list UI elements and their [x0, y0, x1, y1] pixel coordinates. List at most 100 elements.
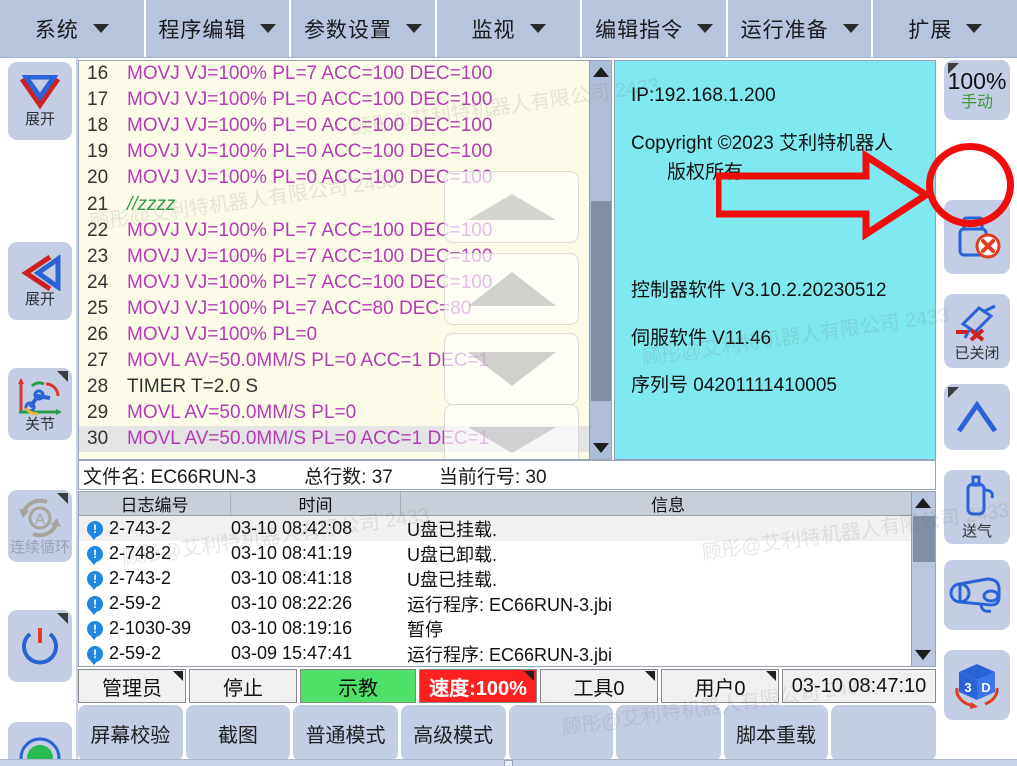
- teach-pendant-button[interactable]: [944, 560, 1010, 630]
- teach-pendant-icon: [949, 577, 1001, 613]
- status-label: 03-10 08:47:10: [791, 674, 927, 697]
- code-line[interactable]: 16 MOVJ VJ=100% PL=7 ACC=100 DEC=100: [79, 61, 589, 87]
- line-number: 19: [87, 141, 109, 163]
- sidebar-item-expand-down[interactable]: 展开: [8, 62, 72, 140]
- scroll-up-button[interactable]: [590, 61, 611, 83]
- menu-item-parameter-settings[interactable]: 参数设置: [291, 0, 437, 57]
- status-tool[interactable]: 工具0: [540, 669, 658, 703]
- status-run-state[interactable]: 停止: [189, 669, 297, 703]
- line-up-button[interactable]: [444, 253, 579, 325]
- editor-scrollbar[interactable]: [589, 61, 611, 459]
- chevron-down-icon: [842, 24, 859, 33]
- current-line-label: 当前行号: 30: [438, 466, 547, 488]
- status-user-frame[interactable]: 用户0: [661, 669, 779, 703]
- status-label: 停止: [223, 677, 263, 700]
- code-line[interactable]: 22 MOVJ VJ=100% PL=7 ACC=100 DEC=100: [79, 218, 589, 244]
- log-scroll-up-button[interactable]: [912, 492, 934, 514]
- code-line[interactable]: 21 //zzzz: [79, 191, 589, 217]
- log-message-text: U盘已卸载.: [407, 544, 497, 565]
- code-line[interactable]: 28 TIMER T=2.0 S: [79, 374, 589, 400]
- log-time-text: 03-10 08:41:18: [231, 568, 353, 588]
- log-time-text: 03-10 08:42:08: [231, 518, 353, 538]
- log-scrollbar-thumb[interactable]: [913, 516, 935, 562]
- menu-item-program-edit[interactable]: 程序编辑: [146, 0, 292, 57]
- gas-supply-label: 送气: [961, 522, 992, 540]
- line-number: 21: [87, 193, 109, 215]
- func-button-label: 屏幕校验: [90, 724, 171, 747]
- page-up-button[interactable]: [444, 171, 579, 243]
- gas-supply-button[interactable]: 送气: [944, 470, 1010, 544]
- log-table-row[interactable]: ! 2-748-2 03-10 08:41:19 U盘已卸载.: [79, 541, 935, 566]
- chevron-down-icon: [405, 24, 422, 33]
- chevron-up-icon: [467, 194, 556, 220]
- log-table-row[interactable]: ! 2-743-2 03-10 08:41:18 U盘已挂载.: [79, 566, 935, 591]
- menu-item-run-preparation[interactable]: 运行准备: [728, 0, 874, 57]
- func-button-empty-5[interactable]: [508, 705, 614, 761]
- func-button-advanced-mode[interactable]: 高级模式: [400, 705, 506, 761]
- func-button-screen-calibration[interactable]: 屏幕校验: [78, 705, 183, 761]
- func-button-normal-mode[interactable]: 普通模式: [293, 705, 398, 761]
- speed-override-indicator[interactable]: 100% 手动: [944, 60, 1010, 120]
- status-label: 示教: [338, 677, 378, 700]
- menu-item-edit-instruction[interactable]: 编辑指令: [582, 0, 728, 57]
- log-panel: 日志编号 时间 信息 ! 2-743-2 03-10 08:42:08 U盘已挂…: [78, 491, 936, 667]
- sidebar-item-continuous-cycle[interactable]: A 连续循环: [8, 490, 72, 562]
- func-button-empty-8[interactable]: [831, 705, 936, 761]
- code-line[interactable]: 24 MOVJ VJ=100% PL=7 ACC=100 DEC=100: [79, 270, 589, 296]
- status-user-role[interactable]: 管理员: [78, 669, 186, 703]
- sidebar-item-expand-left[interactable]: 展开: [8, 242, 72, 320]
- power-icon: [22, 628, 58, 665]
- log-row-id-cell: ! 2-743-2: [79, 518, 231, 540]
- chevron-down-icon: [529, 24, 546, 33]
- log-message-text: U盘已挂载.: [407, 569, 497, 590]
- code-line[interactable]: 26 MOVJ VJ=100% PL=0: [79, 322, 589, 348]
- sidebar-item-power[interactable]: [8, 610, 72, 682]
- menu-item-system[interactable]: 系统: [0, 0, 146, 57]
- log-table-row[interactable]: ! 2-1030-39 03-10 08:19:16 暂停: [79, 616, 935, 641]
- menu-item-extensions[interactable]: 扩展: [873, 0, 1017, 57]
- status-speed[interactable]: 速度:100%: [419, 669, 537, 703]
- sidebar-item-joint-mode[interactable]: 关节: [8, 368, 72, 440]
- log-time-text: 03-10 08:19:16: [231, 618, 353, 638]
- log-table-row[interactable]: ! 2-59-2 03-10 08:22:26 运行程序: EC66RUN-3.…: [79, 591, 935, 616]
- svg-text:3: 3: [964, 680, 971, 695]
- status-teach-mode[interactable]: 示教: [300, 669, 416, 703]
- welding-torch-button[interactable]: [944, 384, 1010, 450]
- code-line[interactable]: 23 MOVJ VJ=100% PL=7 ACC=100 DEC=100: [79, 244, 589, 270]
- log-table-row[interactable]: ! 2-59-2 03-09 15:47:41 运行程序: EC66RUN-3.…: [79, 641, 935, 666]
- submenu-indicator-icon: [57, 371, 68, 382]
- log-scroll-down-button[interactable]: [912, 644, 934, 666]
- controller-software-version: 控制器软件 V3.10.2.20230512: [631, 279, 887, 301]
- info-icon: !: [87, 520, 103, 540]
- code-line[interactable]: 17 MOVJ VJ=100% PL=0 ACC=100 DEC=100: [79, 87, 589, 113]
- menu-item-monitor[interactable]: 监视: [437, 0, 583, 57]
- scroll-down-button[interactable]: [590, 437, 611, 459]
- log-scrollbar[interactable]: [911, 492, 935, 666]
- code-line[interactable]: 18 MOVJ VJ=100% PL=0 ACC=100 DEC=100: [79, 113, 589, 139]
- code-line[interactable]: 27 MOVL AV=50.0MM/S PL=0 ACC=1 DEC=1: [79, 348, 589, 374]
- log-table-header: 日志编号 时间 信息: [79, 492, 935, 516]
- log-table-row[interactable]: ! 2-743-2 03-10 08:42:08 U盘已挂载.: [79, 516, 935, 541]
- func-button-screenshot[interactable]: 截图: [185, 705, 291, 761]
- func-button-empty-6[interactable]: [616, 705, 721, 761]
- menu-item-label: 扩展: [908, 18, 953, 42]
- func-button-script-reload[interactable]: 脚本重载: [723, 705, 829, 761]
- program-code-editor[interactable]: 16 MOVJ VJ=100% PL=7 ACC=100 DEC=100 17 …: [78, 60, 612, 460]
- servo-software-version: 伺服软件 V11.46: [631, 327, 772, 349]
- window-resize-grip[interactable]: [504, 760, 513, 766]
- code-line[interactable]: 29 MOVL AV=50.0MM/S PL=0: [79, 400, 589, 426]
- log-row-id-cell: ! 2-59-2: [79, 643, 231, 665]
- line-down-button[interactable]: [444, 333, 579, 405]
- spray-gun-button[interactable]: 已关闭: [944, 294, 1010, 368]
- scrollbar-thumb[interactable]: [591, 201, 611, 401]
- expand-down-icon: [19, 74, 61, 110]
- 3d-view-button[interactable]: 3 D: [944, 650, 1010, 720]
- page-down-button[interactable]: [444, 404, 579, 459]
- code-line[interactable]: 20 MOVJ VJ=100% PL=0 ACC=100 DEC=100: [79, 165, 589, 191]
- code-line[interactable]: 19 MOVJ VJ=100% PL=0 ACC=100 DEC=100: [79, 139, 589, 165]
- code-line[interactable]: 25 MOVJ VJ=100% PL=7 ACC=80 DEC=80: [79, 296, 589, 322]
- chevron-down-icon: [467, 427, 556, 453]
- svg-text:D: D: [981, 680, 990, 695]
- submenu-indicator-icon: [57, 493, 68, 504]
